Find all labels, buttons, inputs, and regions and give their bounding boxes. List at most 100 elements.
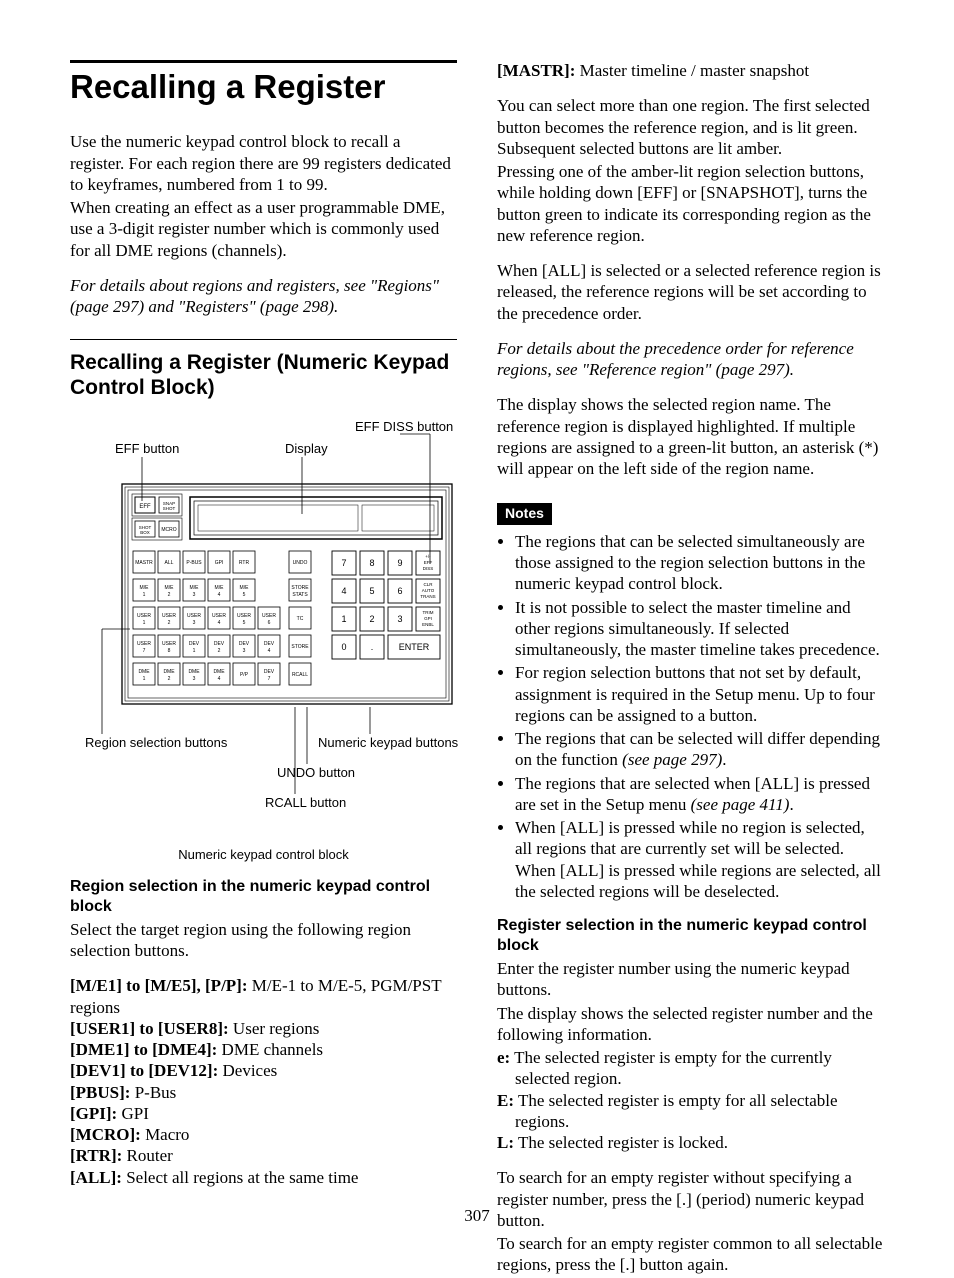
svg-text:ENTER: ENTER: [399, 642, 430, 652]
svg-text:DISS: DISS: [423, 566, 434, 571]
def-term-2: [DME1] to [DME4]:: [70, 1040, 217, 1059]
intro-1: Use the numeric keypad control block to …: [70, 131, 457, 195]
svg-text:1: 1: [341, 614, 346, 624]
figure-caption: Numeric keypad control block: [70, 847, 457, 863]
svg-text:5: 5: [369, 586, 374, 596]
svg-text:9: 9: [397, 558, 402, 568]
def-term-5: [GPI]:: [70, 1104, 117, 1123]
svg-text:DME: DME: [163, 669, 175, 675]
svg-text:7: 7: [268, 676, 271, 682]
page-number: 307: [0, 1205, 954, 1226]
svg-text:TC: TC: [297, 616, 304, 622]
svg-text:8: 8: [168, 648, 171, 654]
svg-text:M/E: M/E: [190, 585, 200, 591]
svg-text:M/E: M/E: [215, 585, 225, 591]
svg-text:3: 3: [397, 614, 402, 624]
def-term-1: [USER1] to [USER8]:: [70, 1019, 229, 1038]
svg-text:USER: USER: [162, 613, 176, 619]
def-val-4: P-Bus: [135, 1083, 177, 1102]
svg-text:AUTO: AUTO: [422, 588, 435, 593]
right-ref: For details about the precedence order f…: [497, 338, 884, 381]
svg-text:P/P: P/P: [240, 672, 249, 678]
section-heading: Recalling a Register (Numeric Keypad Con…: [70, 339, 457, 400]
svg-text:USER: USER: [137, 641, 151, 647]
svg-text:5: 5: [243, 620, 246, 626]
right-para3: The display shows the selected region na…: [497, 394, 884, 479]
svg-text:STORE: STORE: [291, 644, 309, 650]
mastr-def: Master timeline / master snapshot: [580, 61, 809, 80]
callout-eff-button: EFF button: [115, 441, 179, 456]
svg-text:3: 3: [243, 648, 246, 654]
svg-text:4: 4: [218, 676, 221, 682]
svg-text:DEV: DEV: [189, 641, 200, 647]
svg-text:USER: USER: [162, 641, 176, 647]
def-val-1: User regions: [233, 1019, 319, 1038]
svg-text:DEV: DEV: [214, 641, 225, 647]
svg-text:USER: USER: [237, 613, 251, 619]
callout-undo-button: UNDO button: [277, 765, 355, 780]
svg-text:M/E: M/E: [165, 585, 175, 591]
callout-rcall-button: RCALL button: [265, 795, 346, 810]
svg-text:USER: USER: [137, 613, 151, 619]
left-column: Recalling a Register Use the numeric key…: [70, 60, 457, 1278]
def-term-8: [ALL]:: [70, 1168, 122, 1187]
svg-text:7: 7: [143, 648, 146, 654]
svg-text:2: 2: [168, 620, 171, 626]
svg-text:2: 2: [168, 676, 171, 682]
svg-text:+/-: +/-: [425, 554, 431, 559]
note-3: The regions that can be selected will di…: [515, 728, 884, 771]
svg-text:DEV: DEV: [239, 641, 250, 647]
register-selection-heading: Register selection in the numeric keypad…: [497, 916, 884, 956]
svg-text:SHOT: SHOT: [163, 506, 176, 511]
svg-text:2: 2: [369, 614, 374, 624]
def-term-3: [DEV1] to [DEV12]:: [70, 1061, 218, 1080]
svg-text:UNDO: UNDO: [293, 560, 308, 566]
svg-text:4: 4: [218, 620, 221, 626]
svg-text:ENBL: ENBL: [422, 622, 434, 627]
keypad-figure: EFF button Display EFF DISS button EFF S: [70, 419, 457, 839]
note-2: For region selection buttons that not se…: [515, 662, 884, 726]
def-val-2: DME channels: [222, 1040, 324, 1059]
svg-text:4: 4: [268, 648, 271, 654]
svg-text:STATS: STATS: [292, 592, 308, 598]
def-term-4: [PBUS]:: [70, 1083, 130, 1102]
svg-text:MASTR: MASTR: [135, 560, 153, 566]
region-selection-heading: Region selection in the numeric keypad c…: [70, 877, 457, 917]
svg-text:M/E: M/E: [140, 585, 150, 591]
svg-text:RTR: RTR: [239, 560, 250, 566]
svg-text:0: 0: [341, 642, 346, 652]
svg-text:5: 5: [243, 592, 246, 598]
reg-val-2: The selected register is locked.: [518, 1133, 728, 1152]
reg-val-0: The selected register is empty for the c…: [514, 1048, 832, 1088]
svg-text:STORE: STORE: [291, 585, 309, 591]
def-val-5: GPI: [121, 1104, 148, 1123]
notes-label: Notes: [497, 503, 552, 525]
svg-text:MCRO: MCRO: [161, 527, 176, 533]
svg-text:6: 6: [397, 586, 402, 596]
svg-text:DME: DME: [188, 669, 200, 675]
svg-text:6: 6: [268, 620, 271, 626]
svg-text:GPI: GPI: [424, 616, 432, 621]
svg-text:1: 1: [143, 620, 146, 626]
svg-text:USER: USER: [187, 613, 201, 619]
page-title: Recalling a Register: [70, 69, 457, 105]
def-val-8: Select all regions at the same time: [126, 1168, 358, 1187]
svg-text:1: 1: [143, 592, 146, 598]
svg-text:USER: USER: [262, 613, 276, 619]
right-para1-a: You can select more than one region. The…: [497, 95, 884, 159]
callout-display: Display: [285, 441, 328, 456]
def-val-7: Router: [127, 1146, 173, 1165]
def-val-6: Macro: [145, 1125, 189, 1144]
svg-text:RCALL: RCALL: [292, 672, 308, 678]
right-para1-b: Pressing one of the amber-lit region sel…: [497, 161, 884, 246]
svg-text:CLR: CLR: [423, 582, 433, 587]
reg-term-1: E:: [497, 1091, 514, 1110]
right-para2: When [ALL] is selected or a selected ref…: [497, 260, 884, 324]
svg-text:DEV: DEV: [264, 669, 275, 675]
svg-text:2: 2: [218, 648, 221, 654]
reg-intro-0: Enter the register number using the nume…: [497, 958, 884, 1001]
svg-text:1: 1: [193, 648, 196, 654]
svg-text:GPI: GPI: [215, 560, 224, 566]
reg-term-2: L:: [497, 1133, 514, 1152]
notes-list: The regions that can be selected simulta…: [497, 531, 884, 902]
